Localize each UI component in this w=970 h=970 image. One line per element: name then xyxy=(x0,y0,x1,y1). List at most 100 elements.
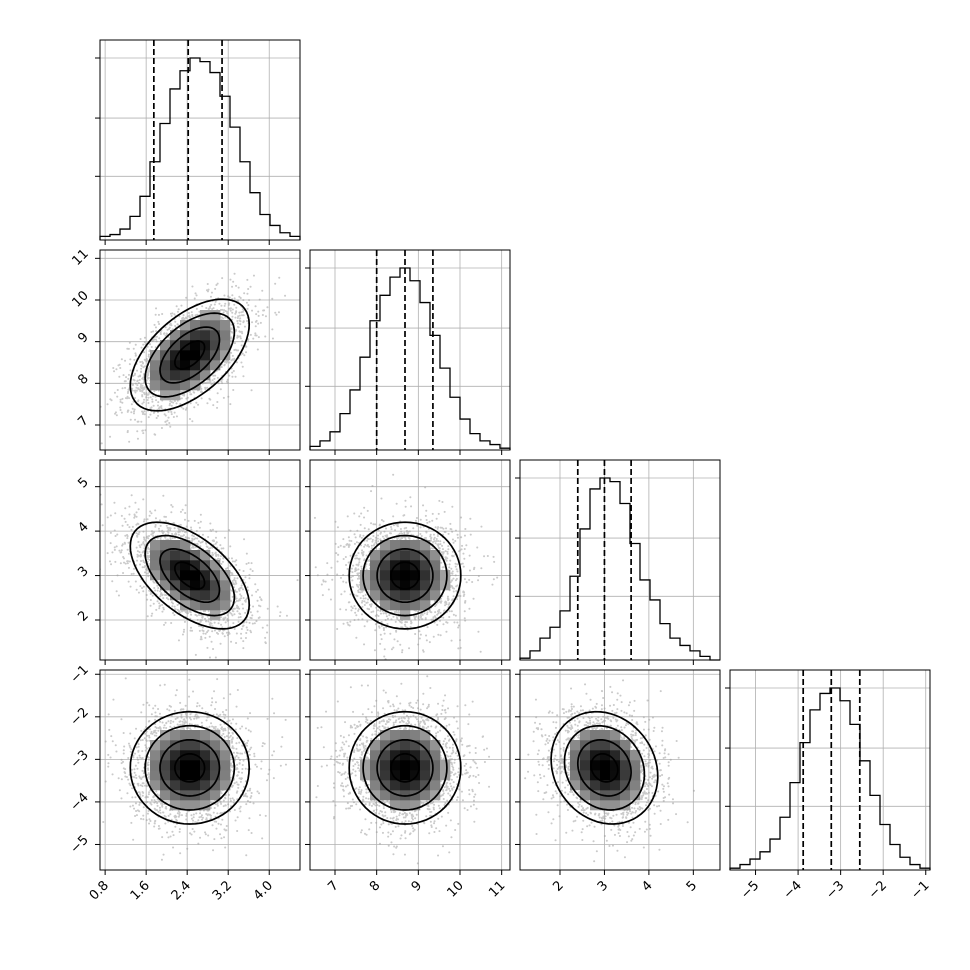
density-cell xyxy=(380,550,391,561)
density-cell xyxy=(380,790,391,801)
density-cell xyxy=(210,730,221,741)
density-cell xyxy=(160,380,171,391)
density-cell xyxy=(410,570,421,581)
density-cell xyxy=(630,780,641,791)
density-cell xyxy=(150,360,161,371)
density-cell xyxy=(180,540,191,551)
contour-4 xyxy=(129,710,251,825)
hist-panel-3 xyxy=(515,459,721,665)
density-cell xyxy=(210,310,221,321)
density-cell xyxy=(380,760,391,771)
contour-1 xyxy=(174,752,206,783)
density-cell xyxy=(220,740,231,751)
density-cell xyxy=(180,780,191,791)
x-tick-label: −1 xyxy=(908,878,932,902)
x-tick-label: 10 xyxy=(445,878,467,900)
density-cell xyxy=(400,740,411,751)
density-cell xyxy=(150,380,161,391)
density-cell xyxy=(410,590,421,601)
density-cell xyxy=(190,740,201,751)
density-cell xyxy=(410,550,421,561)
density-cell xyxy=(610,770,621,781)
contour-3 xyxy=(362,724,448,811)
density-cell xyxy=(620,740,631,751)
density-cell xyxy=(220,320,231,331)
density-cell xyxy=(610,750,621,761)
density-cell xyxy=(180,320,191,331)
density-cell xyxy=(390,740,401,751)
density-cell xyxy=(400,800,411,811)
x-tick-label: 5 xyxy=(684,878,700,894)
density-cell xyxy=(170,370,181,381)
density-cell xyxy=(170,590,181,601)
panel-content xyxy=(520,670,720,870)
density-cell xyxy=(220,600,231,611)
hist-panel-2 xyxy=(305,249,511,455)
density-cell xyxy=(620,790,631,801)
density-cell xyxy=(440,770,451,781)
density-cell xyxy=(390,760,401,771)
density-cell xyxy=(380,600,391,611)
density-cell xyxy=(630,750,641,761)
density-cell xyxy=(200,350,211,361)
density-cell xyxy=(370,780,381,791)
density-cell xyxy=(570,760,581,771)
density-cell xyxy=(610,800,621,811)
y-tick-label: 4 xyxy=(75,519,91,535)
density-cell xyxy=(150,570,161,581)
density-cell xyxy=(190,770,201,781)
density-cell xyxy=(380,740,391,751)
density-cell xyxy=(190,730,201,741)
y-tick-label: −3 xyxy=(68,748,92,772)
density-cell xyxy=(200,740,211,751)
density-cell xyxy=(580,730,591,741)
density-cell xyxy=(380,780,391,791)
density-cell xyxy=(370,760,381,771)
density-cell xyxy=(420,770,431,781)
density-cell xyxy=(150,560,161,571)
density-cell xyxy=(410,560,421,571)
x-tick-label: −2 xyxy=(866,878,890,902)
density-cell xyxy=(400,780,411,791)
density-cell xyxy=(190,550,201,561)
density-cell xyxy=(170,780,181,791)
y-tick-label: −4 xyxy=(68,790,92,814)
density-cell xyxy=(210,770,221,781)
density-cell xyxy=(430,580,441,591)
density-cell xyxy=(210,580,221,591)
density-cell xyxy=(150,760,161,771)
density-cell xyxy=(590,750,601,761)
density-cell xyxy=(630,760,641,771)
density-cell xyxy=(590,730,601,741)
density-cell xyxy=(420,570,431,581)
density-cell xyxy=(170,740,181,751)
density-cell xyxy=(180,570,191,581)
density-cell xyxy=(370,770,381,781)
x-tick-label: 2.4 xyxy=(169,878,194,903)
histogram-line xyxy=(309,267,511,450)
x-tick-label: 4 xyxy=(639,878,655,894)
x-tick-label: 7 xyxy=(325,878,341,894)
density-cell xyxy=(410,770,421,781)
scatter-panel-4-3: 2 3 4 5 xyxy=(515,669,721,895)
density-cell xyxy=(630,770,641,781)
x-tick-label: 8 xyxy=(367,878,383,894)
density-cell xyxy=(590,790,601,801)
density-cell xyxy=(200,580,211,591)
y-tick-label: 7 xyxy=(75,413,91,429)
density-cell xyxy=(390,770,401,781)
x-tick-label: 4.0 xyxy=(251,878,276,903)
density-cell xyxy=(220,750,231,761)
density-cell xyxy=(610,760,621,771)
contour-2 xyxy=(576,738,632,797)
contour-2 xyxy=(376,738,434,797)
density-cell xyxy=(370,580,381,591)
density-cell xyxy=(180,340,191,351)
density-cell xyxy=(180,380,191,391)
density-cell xyxy=(430,590,441,601)
scatter-panel-3-1: 2 3 4 5 xyxy=(75,459,301,665)
density-cell xyxy=(610,730,621,741)
density-cell xyxy=(180,740,191,751)
density-cell xyxy=(600,780,611,791)
